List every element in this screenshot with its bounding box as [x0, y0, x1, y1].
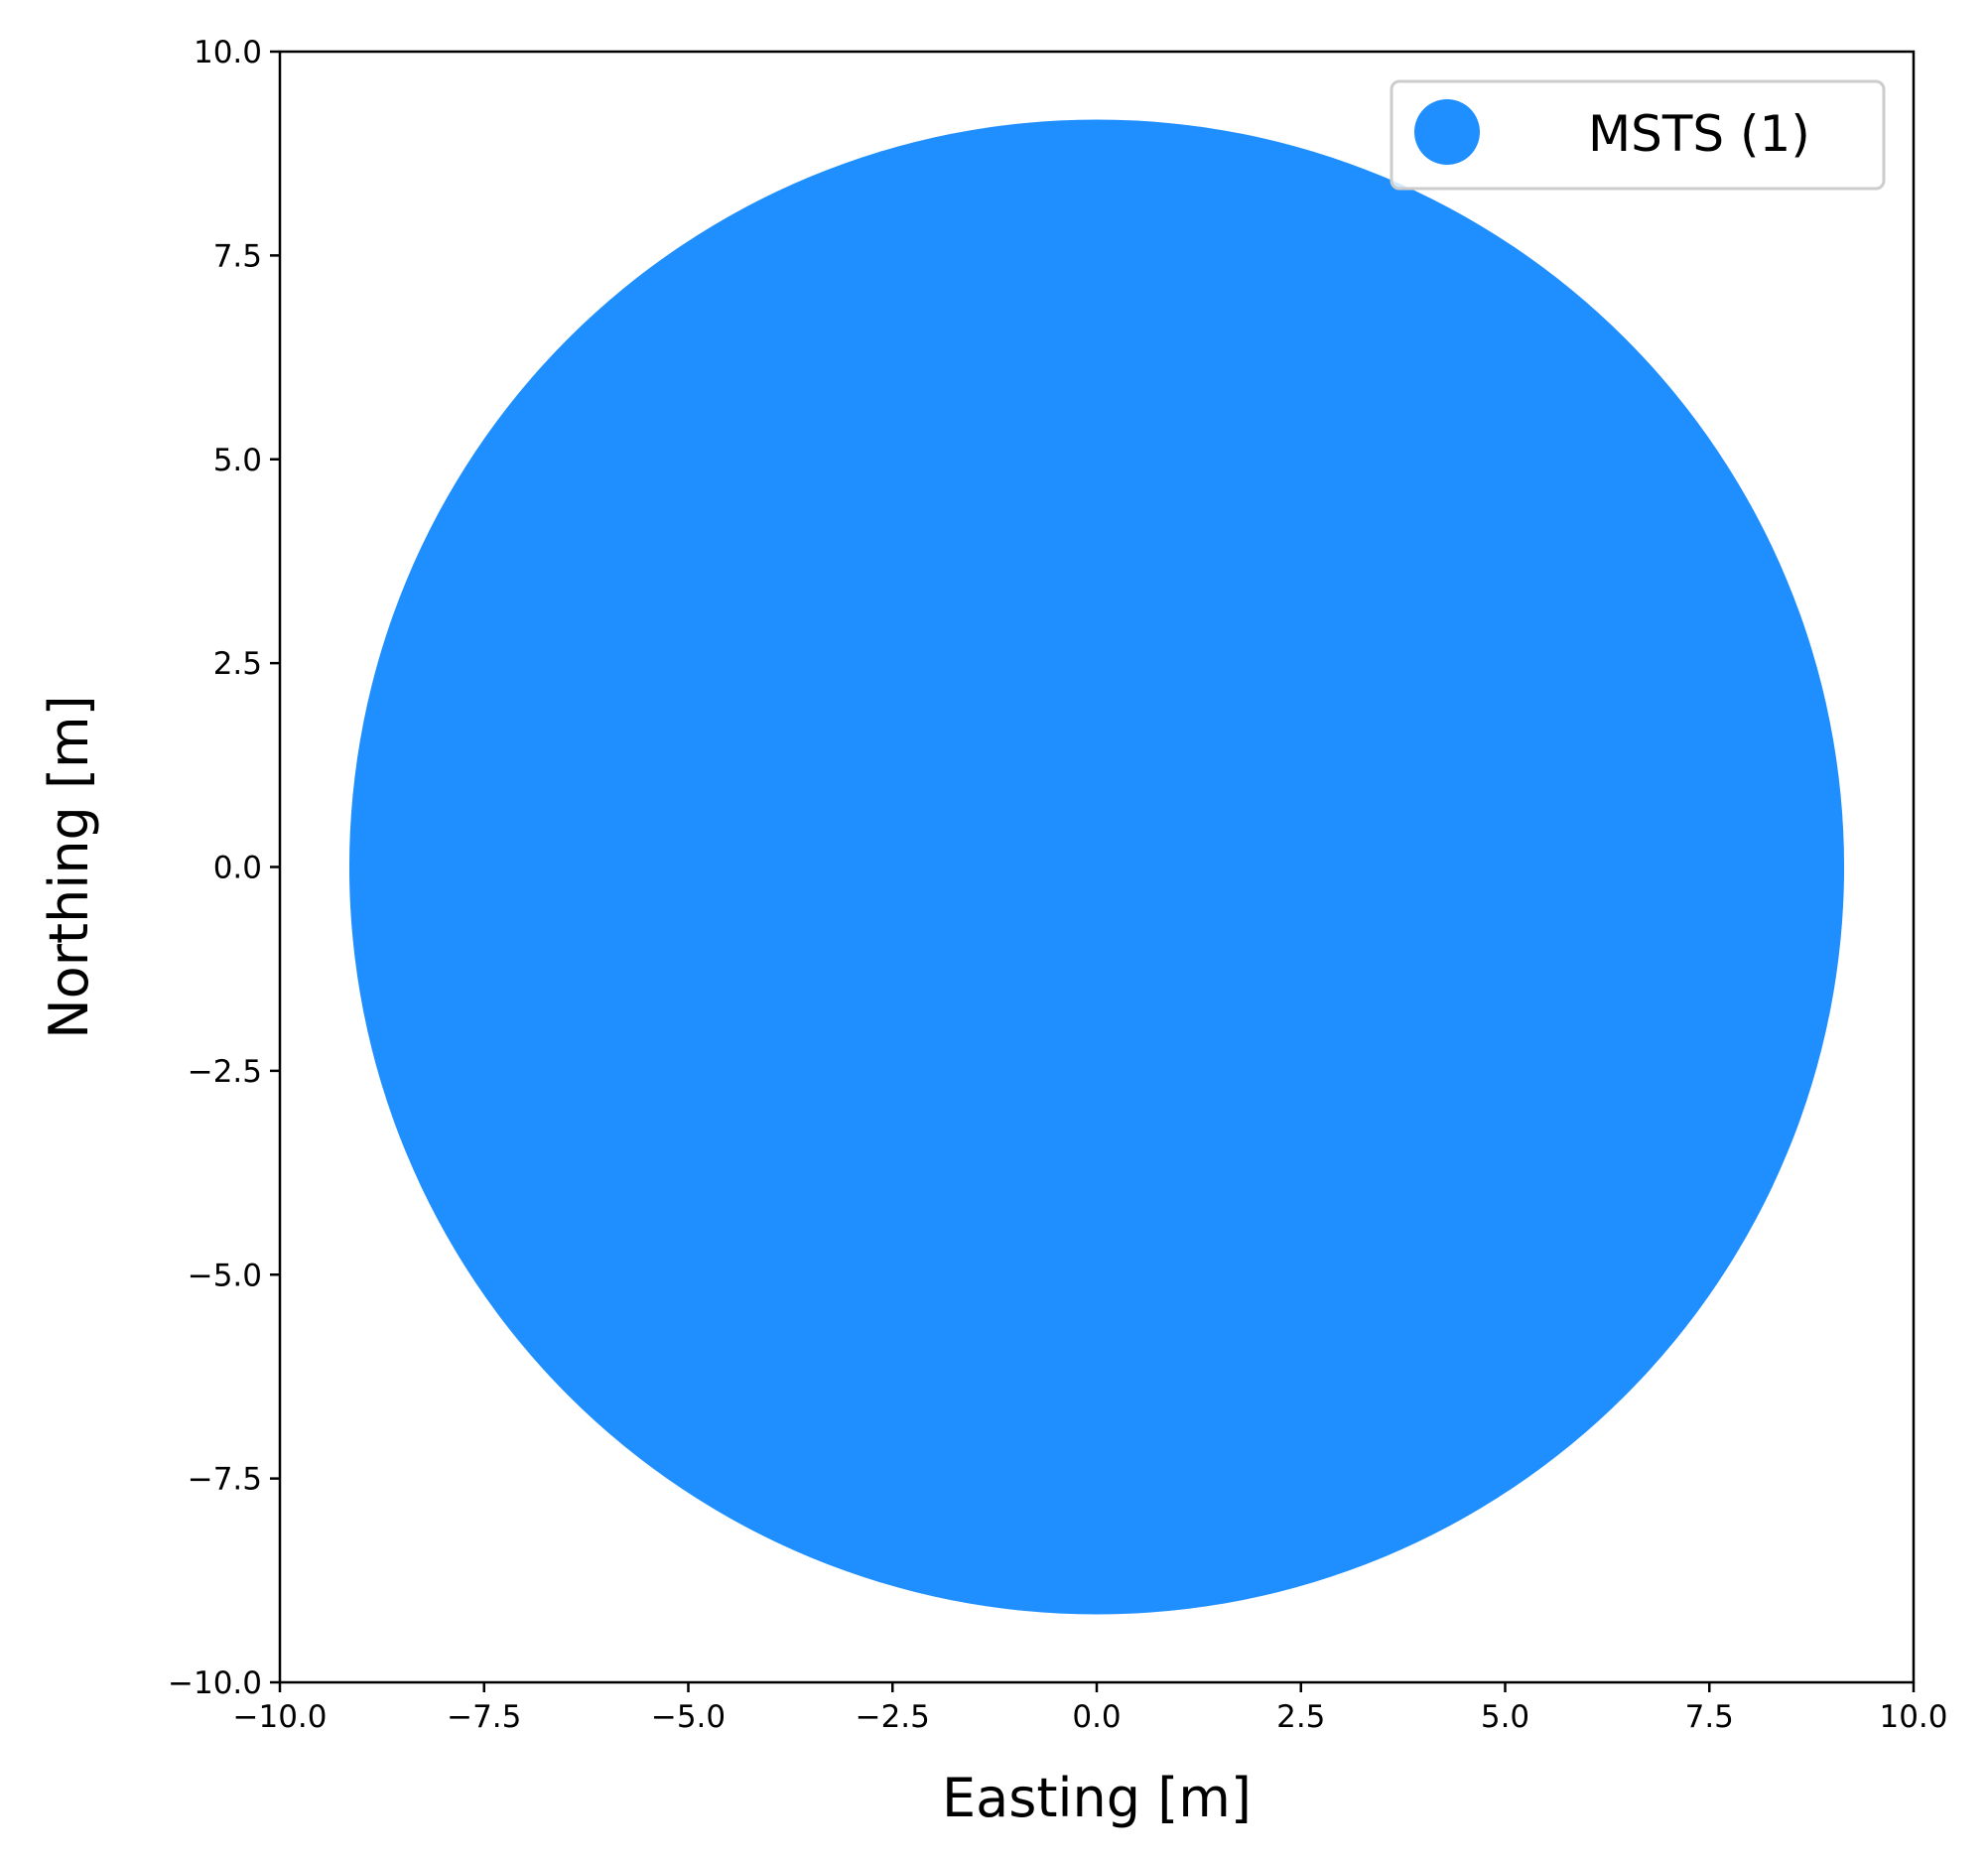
x-tick-label: −10.0: [233, 1699, 328, 1735]
y-tick-label: 0.0: [213, 851, 262, 886]
legend-marker: [1414, 99, 1480, 165]
x-axis-ticks: −10.0 −7.5 −5.0 −2.5 0.0 2.5 5.0 7.5 10.0: [233, 1682, 1948, 1735]
y-tick-label: −10.0: [168, 1665, 262, 1701]
x-tick-label: −7.5: [447, 1699, 521, 1735]
x-tick-label: 5.0: [1481, 1699, 1529, 1735]
data-point-0-0: [348, 119, 1845, 1615]
y-tick-label: 10.0: [194, 35, 262, 70]
data-layer: [348, 119, 1845, 1615]
legend-box: [1390, 79, 1886, 191]
y-tick-label: 7.5: [213, 238, 262, 274]
x-tick-label: 10.0: [1879, 1699, 1947, 1735]
y-tick-label: 2.5: [213, 646, 262, 682]
y-tick-label: −5.0: [188, 1258, 262, 1293]
y-axis-label: Northing [m]: [38, 695, 100, 1038]
legend-entry-label: MSTS (1): [1588, 105, 1810, 163]
y-axis-ticks: −10.0 −7.5 −5.0 −2.5 0.0 2.5 5.0 7.5 10.0: [168, 35, 280, 1701]
y-tick-label: −2.5: [188, 1054, 262, 1090]
x-axis-label: Easting [m]: [942, 1767, 1252, 1829]
y-tick-label: 5.0: [213, 443, 262, 478]
x-tick-label: 2.5: [1276, 1699, 1325, 1735]
x-tick-label: 0.0: [1072, 1699, 1121, 1735]
x-tick-label: −5.0: [651, 1699, 726, 1735]
x-tick-label: −2.5: [856, 1699, 930, 1735]
y-tick-label: −7.5: [188, 1462, 262, 1498]
x-tick-label: 7.5: [1685, 1699, 1734, 1735]
legend: MSTS (1): [1390, 79, 1886, 191]
